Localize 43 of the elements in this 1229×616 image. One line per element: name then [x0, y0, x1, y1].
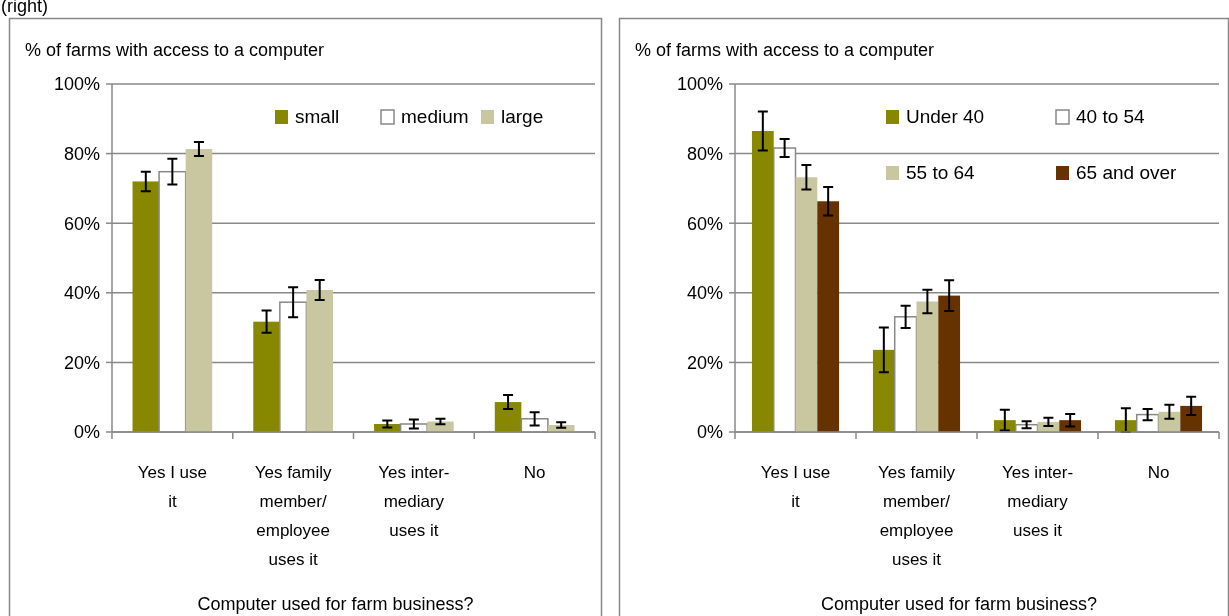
bar: [185, 149, 213, 432]
y-tick-label: 20%: [63, 352, 100, 373]
bar: [795, 177, 818, 432]
y-axis-title: % of farms with access to a computer: [25, 40, 325, 60]
y-tick-label: 40%: [686, 283, 723, 304]
x-tick-label: No: [523, 463, 546, 482]
bar: [253, 321, 280, 432]
y-tick-label: 60%: [686, 213, 723, 234]
y-tick-label: 80%: [63, 143, 100, 164]
y-axis-title: % of farms with access to a computer: [635, 40, 935, 60]
x-tick-label: Yes I use it: [137, 463, 208, 511]
legend-label: 65 and over: [1076, 162, 1178, 183]
y-tick-label: 0%: [73, 422, 100, 443]
x-tick-label: Yes family member/ employee uses it: [878, 463, 956, 569]
y-tick-label: 80%: [686, 143, 723, 164]
x-tick-label: Yes inter-mediary uses it: [378, 463, 450, 540]
bar: [1180, 405, 1203, 432]
legend-label: medium: [401, 106, 469, 127]
y-tick-label: 100%: [53, 74, 100, 95]
y-tick-label: 20%: [686, 352, 723, 373]
bar: [751, 130, 774, 432]
bar: [916, 301, 939, 432]
x-tick-label: No: [1147, 463, 1170, 482]
bar: [306, 290, 333, 432]
y-tick-label: 60%: [63, 213, 100, 234]
bar: [872, 349, 895, 432]
y-tick-label: 0%: [696, 422, 723, 443]
x-tick-label: Yes I use it: [760, 463, 831, 511]
legend-label: Under 40: [906, 106, 985, 127]
legend-label: 40 to 54: [1076, 106, 1146, 127]
x-tick-label: Yes inter-mediary uses it: [1001, 463, 1074, 540]
bar: [494, 402, 522, 432]
y-tick-label: 100%: [676, 74, 723, 95]
legend-label: large: [501, 106, 544, 127]
legend-label: 55 to 64: [906, 162, 976, 183]
x-tick-label: Yes family member/ employee uses it: [254, 463, 333, 569]
bar: [817, 201, 840, 432]
y-tick-label: 40%: [63, 283, 100, 304]
bar: [132, 181, 160, 432]
x-axis-title: Computer used for farm business?: [197, 594, 474, 614]
x-axis-title: Computer used for farm business?: [820, 594, 1098, 614]
bar: [938, 295, 961, 432]
legend-label: small: [295, 106, 340, 127]
